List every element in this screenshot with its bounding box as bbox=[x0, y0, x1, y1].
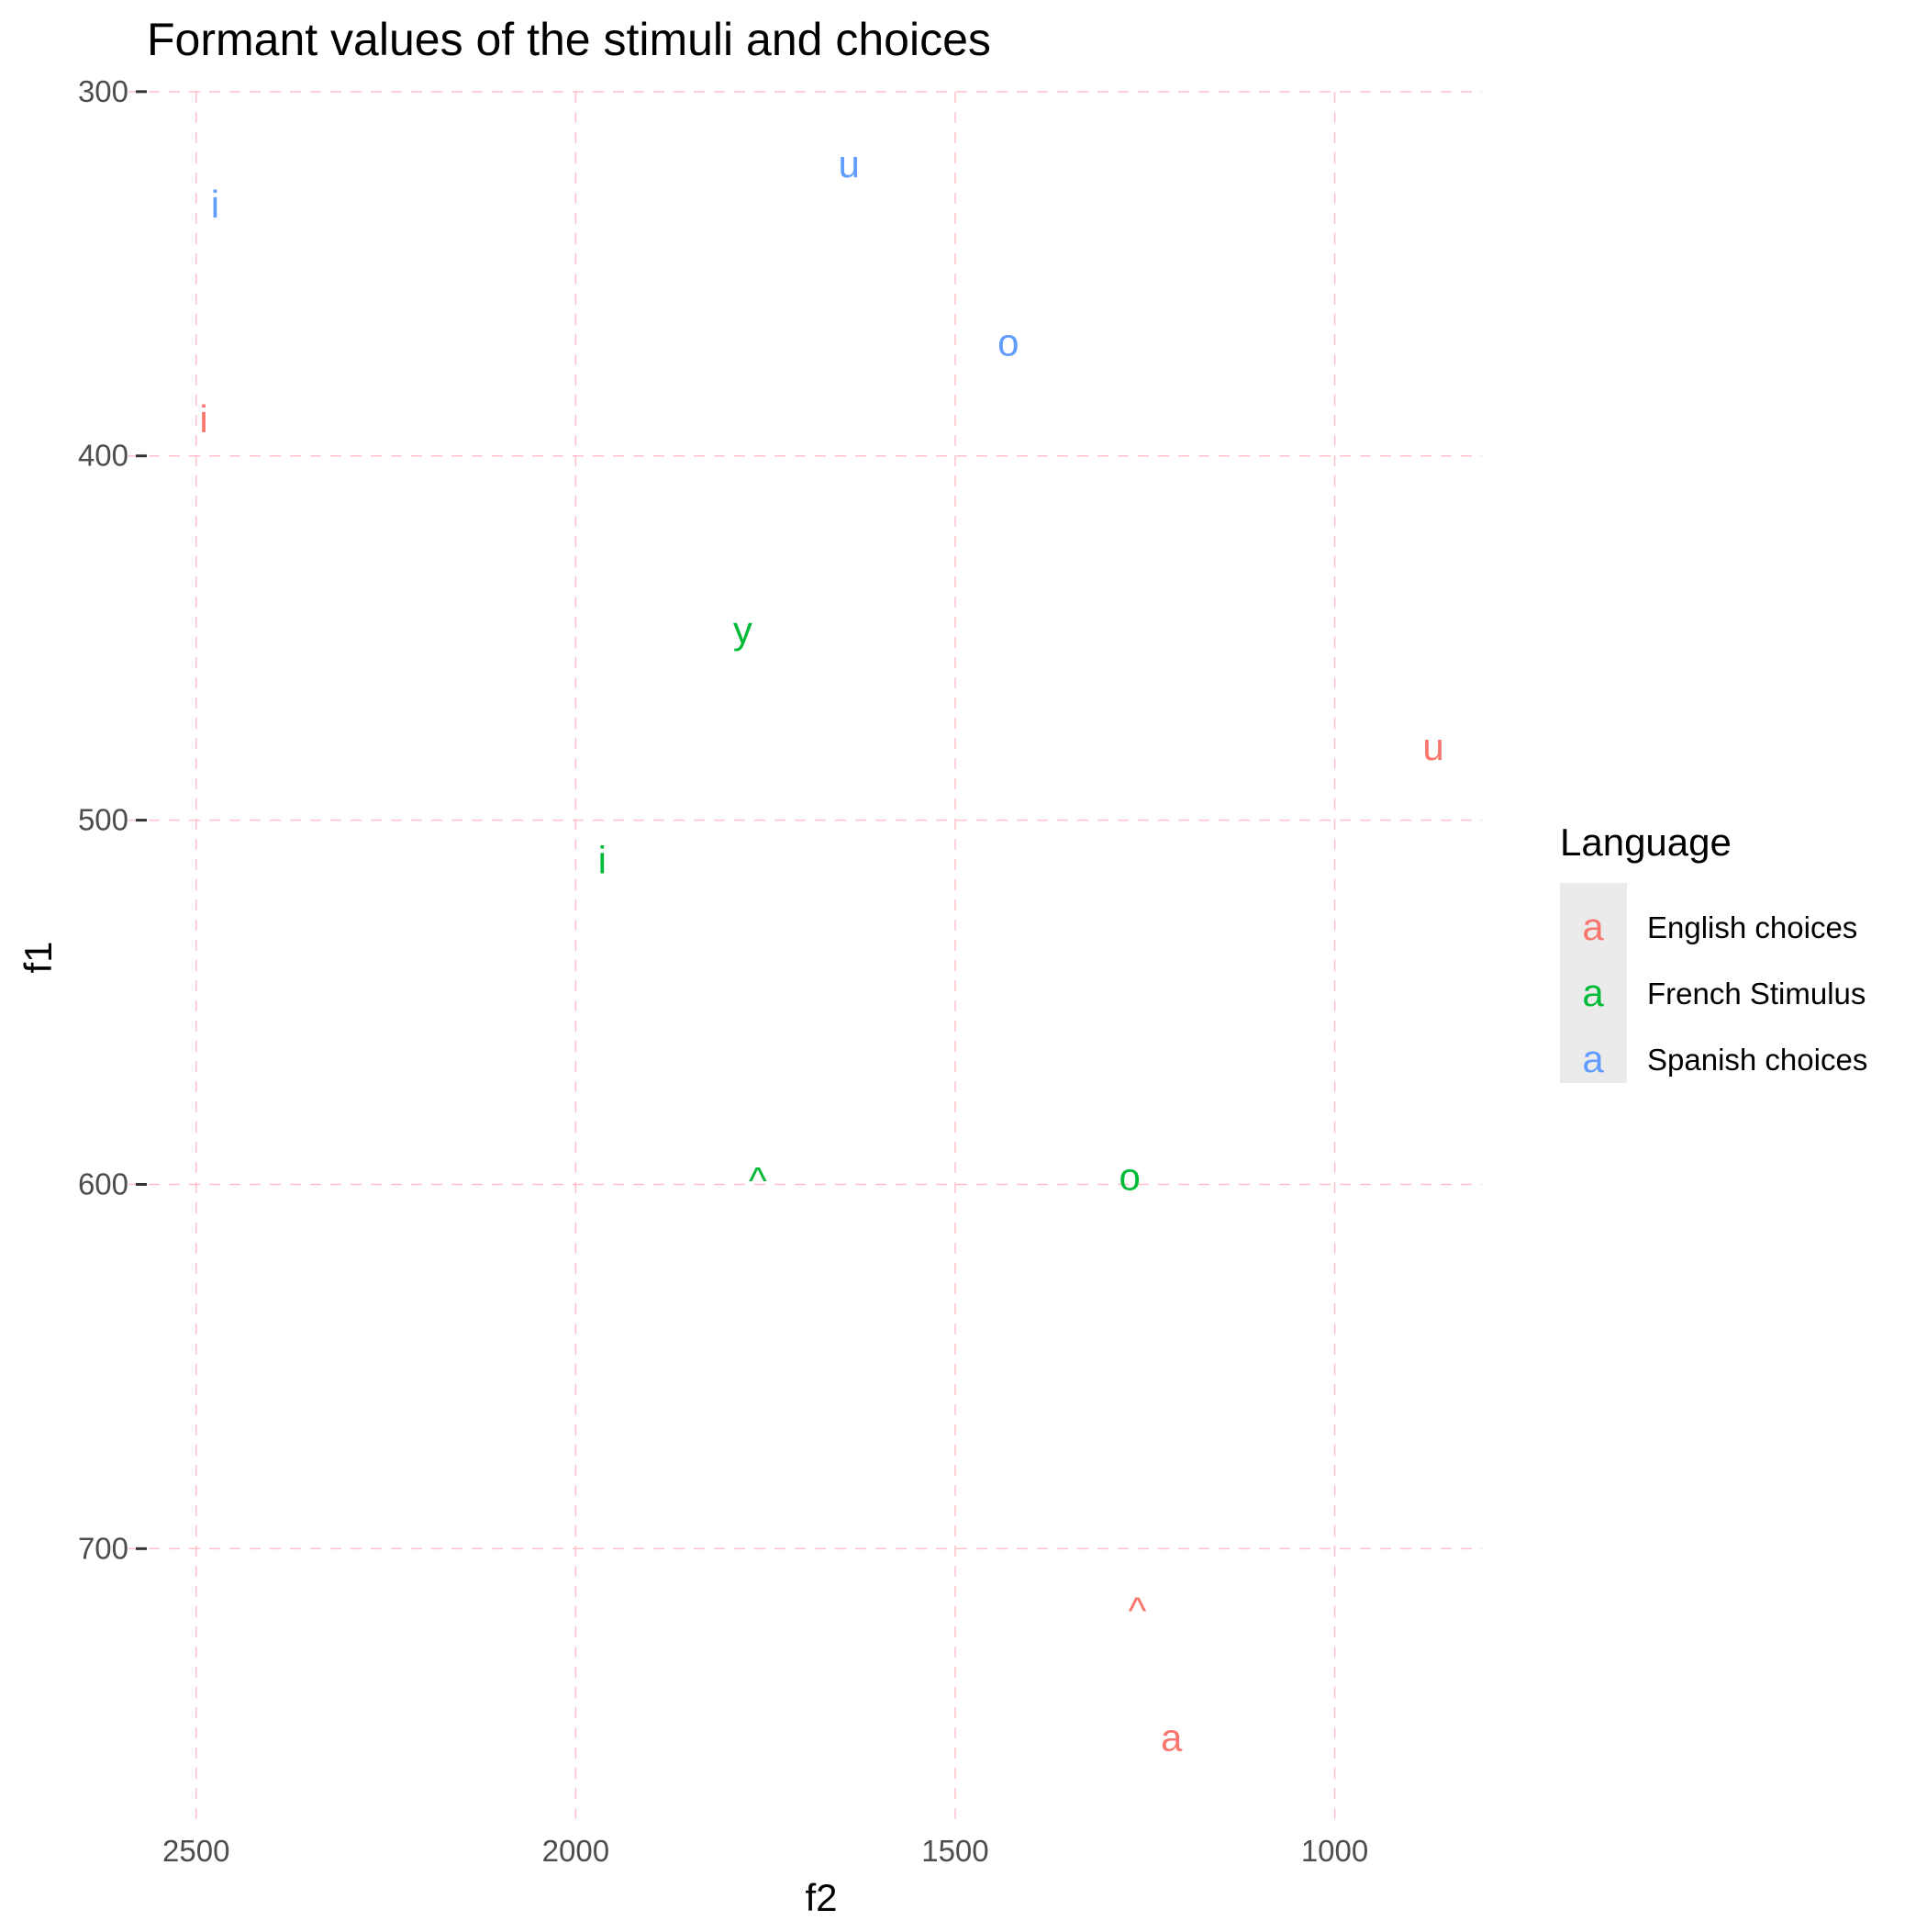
x-gridlines bbox=[195, 92, 1336, 1822]
y-axis-label: f1 bbox=[17, 941, 60, 973]
data-point-label: i bbox=[598, 838, 607, 881]
y-tick-label: 700 bbox=[78, 1531, 128, 1565]
x-tick-label: 1000 bbox=[1301, 1834, 1368, 1868]
y-tick-label: 400 bbox=[78, 439, 128, 473]
data-point-label: o bbox=[997, 321, 1019, 364]
data-point-label: ^ bbox=[1129, 1589, 1147, 1632]
legend-entries: a English choices a French Stimulus a Spanish… bbox=[1582, 905, 1867, 1080]
legend-key: a bbox=[1582, 971, 1604, 1014]
data-point-label: a bbox=[1161, 1716, 1183, 1759]
data-point-label: u bbox=[1422, 725, 1443, 768]
y-tick-label: 600 bbox=[78, 1167, 128, 1201]
legend-key: a bbox=[1582, 1037, 1604, 1080]
plot-panel: i u ^ a y i ^ o i u o bbox=[128, 91, 1482, 1822]
data-points: i u ^ a y i ^ o i u o bbox=[199, 142, 1443, 1759]
x-axis: 2500 2000 1500 1000 bbox=[162, 1834, 1368, 1868]
y-tick-label: 500 bbox=[78, 803, 128, 837]
legend-entry-label: Spanish choices bbox=[1647, 1043, 1867, 1077]
legend-key-background bbox=[1560, 883, 1627, 1083]
data-point-label: i bbox=[199, 397, 207, 441]
x-tick-label: 2000 bbox=[542, 1834, 609, 1868]
data-point-label: u bbox=[838, 142, 859, 185]
x-tick-label: 1500 bbox=[921, 1834, 988, 1868]
data-point-label: ^ bbox=[749, 1159, 767, 1202]
legend-key: a bbox=[1582, 905, 1604, 948]
y-axis: 300 400 500 600 700 bbox=[78, 74, 147, 1565]
y-tick-label: 300 bbox=[78, 74, 128, 108]
legend-entry-label: French Stimulus bbox=[1647, 977, 1866, 1011]
chart-title: Formant values of the stimuli and choice… bbox=[147, 14, 991, 65]
data-point-label: y bbox=[733, 609, 752, 652]
y-gridlines bbox=[128, 91, 1482, 1550]
x-axis-label: f2 bbox=[805, 1876, 837, 1919]
data-point-label: i bbox=[211, 183, 219, 226]
legend-entry-label: English choices bbox=[1647, 910, 1857, 944]
x-tick-label: 2500 bbox=[162, 1834, 229, 1868]
data-point-label: o bbox=[1119, 1156, 1141, 1199]
legend: Language a English choices a French Stimulu… bbox=[1560, 821, 1867, 1083]
legend-title: Language bbox=[1560, 821, 1732, 864]
